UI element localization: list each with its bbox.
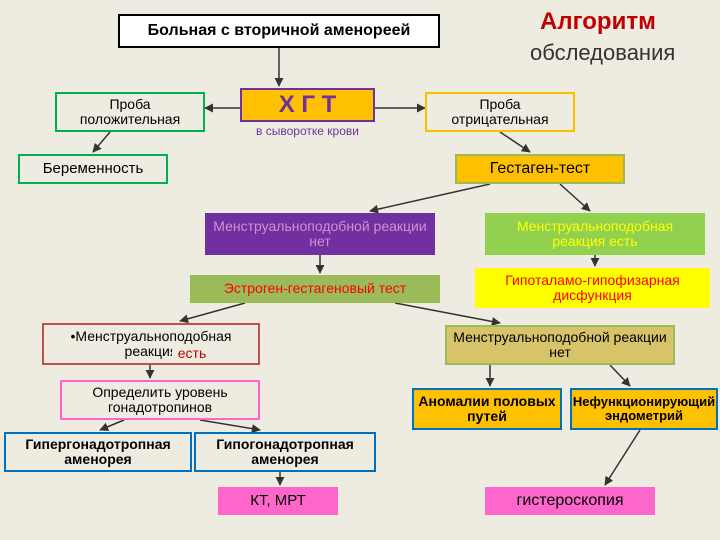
edge-13 bbox=[610, 365, 630, 386]
node-n9: Эстроген-гестагеновый тест bbox=[190, 275, 440, 303]
node-n3: Х Г Т bbox=[240, 88, 375, 122]
edge-6 bbox=[560, 184, 590, 211]
node-n11: •Менструальноподобная реакция bbox=[42, 323, 260, 365]
node-n16: КТ, МРТ bbox=[218, 487, 338, 515]
node-n14: Гипергонадотропная аменорея bbox=[4, 432, 192, 472]
node-n8: Менструальноподобная реакция есть bbox=[485, 213, 705, 255]
node-n7: Менструальноподобной реакции нет bbox=[205, 213, 435, 255]
node-n4: Проба отрицательная bbox=[425, 92, 575, 132]
node-n11b: есть bbox=[172, 345, 212, 363]
node-n15: Гипогонадотропная аменорея bbox=[194, 432, 376, 472]
node-n10: Гипоталамо-гипофизарная дисфункция bbox=[475, 268, 710, 308]
node-n13: Определить уровень гонадотропинов bbox=[60, 380, 260, 420]
edge-5 bbox=[370, 184, 490, 211]
edge-9 bbox=[180, 303, 245, 321]
node-n12: Менструальноподобной реакции нет bbox=[445, 325, 675, 365]
edge-4 bbox=[500, 132, 530, 152]
node-n18: Нефункционирующий эндометрий bbox=[570, 388, 718, 430]
edge-3 bbox=[93, 132, 110, 152]
node-n1: Больная с вторичной аменореей bbox=[118, 14, 440, 48]
edge-14 bbox=[100, 420, 124, 430]
edge-17 bbox=[605, 430, 640, 485]
node-n17: Аномалии половых путей bbox=[412, 388, 562, 430]
edge-15 bbox=[200, 420, 260, 430]
node-n5: Беременность bbox=[18, 154, 168, 184]
algo-title: Алгоритм bbox=[540, 8, 656, 36]
node-n6: Гестаген-тест bbox=[455, 154, 625, 184]
node-n3b: в сыворотке крови bbox=[240, 122, 375, 142]
algo-subtitle: обследования bbox=[530, 40, 675, 66]
node-n2: Проба положительная bbox=[55, 92, 205, 132]
node-n19: гистероскопия bbox=[485, 487, 655, 515]
